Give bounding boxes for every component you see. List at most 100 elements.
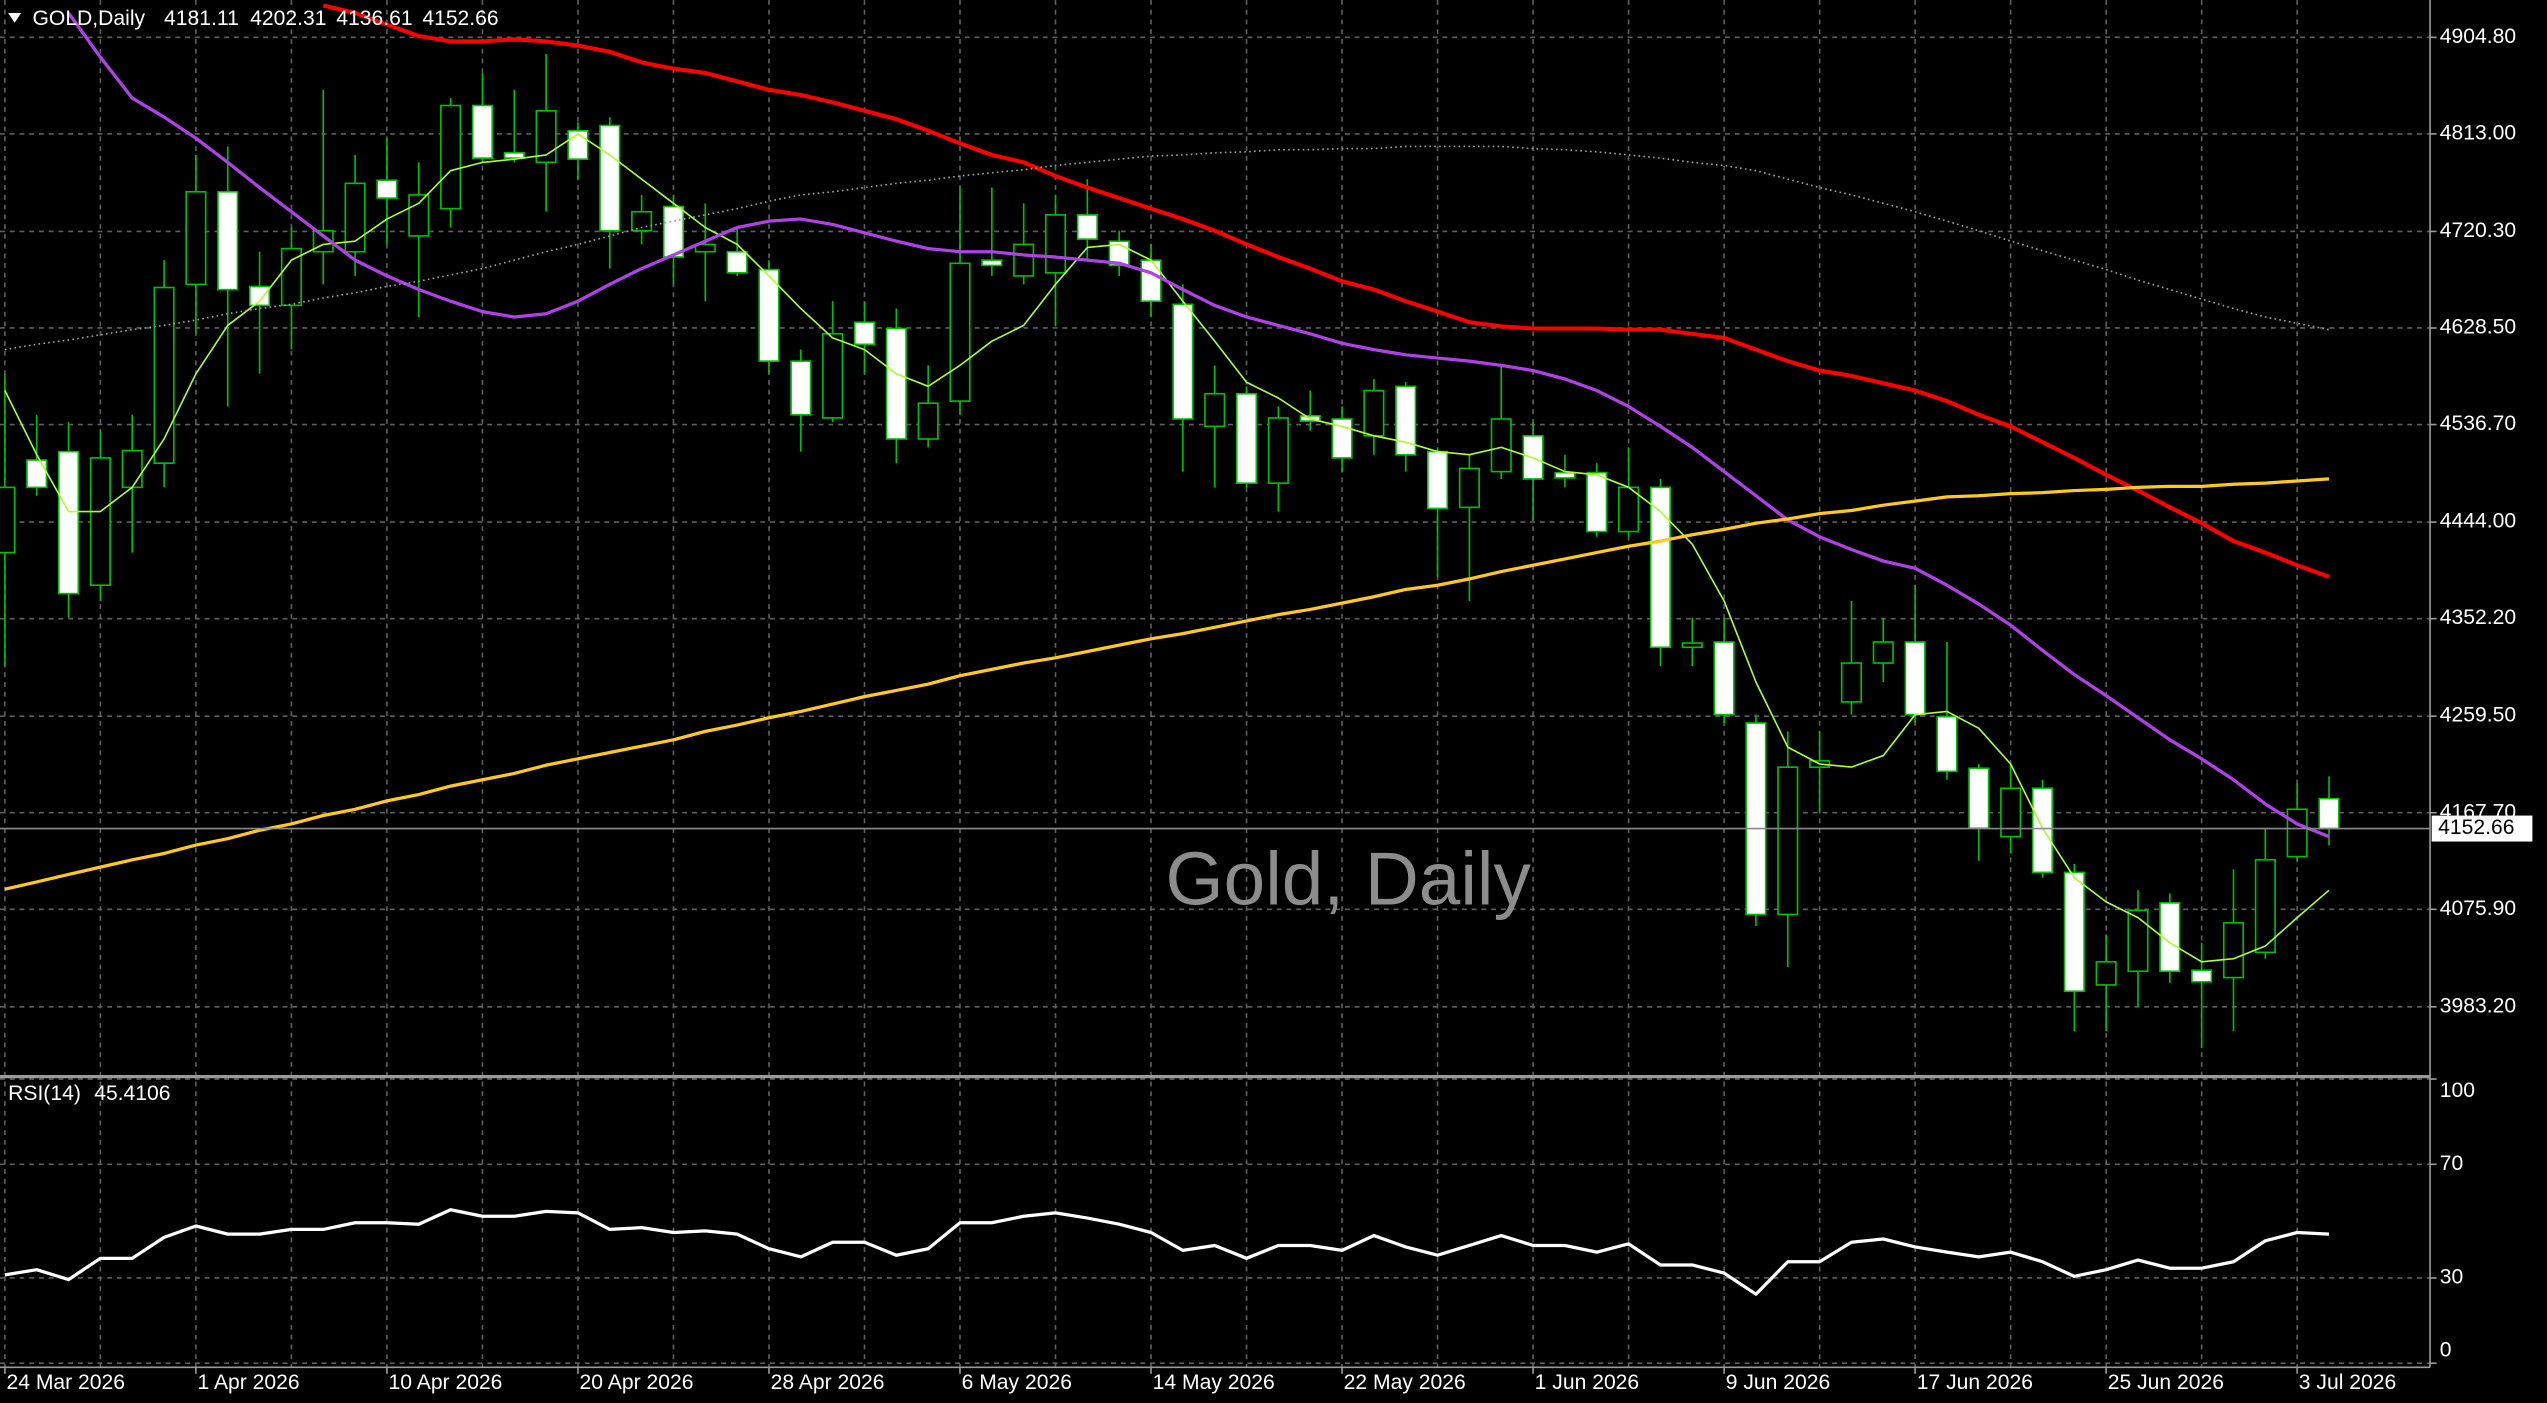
candle-body [2095,960,2117,986]
candle-body [2286,808,2308,858]
x-tick-label: 14 May 2026 [1153,1371,1275,1394]
candle-body [1904,641,1926,716]
candle-body [1968,767,1990,830]
x-tick-label: 20 Apr 2026 [580,1371,694,1394]
candle-body [2031,787,2054,874]
current-price-label: 4152.66 [2438,816,2514,839]
candle-body [1140,259,1162,302]
current-price-box [2431,815,2533,842]
candle-body [822,332,844,419]
candle-body [535,109,557,164]
y-tick-label: 100 [2440,1079,2475,1102]
candle-body [1840,662,1863,703]
x-tick-label: 24 Mar 2026 [6,1371,125,1394]
candle-body [853,321,876,346]
y-tick-label: 4813.00 [2440,121,2516,144]
symbol-menu-arrow[interactable] [8,12,22,23]
x-tick-label: 10 Apr 2026 [389,1371,503,1394]
x-tick-label: 28 Apr 2026 [771,1371,885,1394]
candle-body [1681,642,1703,649]
y-tick-label: 0 [2440,1339,2452,1362]
candle-body [1427,450,1449,510]
y-tick-label: 70 [2440,1152,2463,1175]
moving-average-line [4,477,2330,891]
candle-body [949,262,971,402]
candle-body [1172,303,1194,420]
candle-body [2254,858,2276,954]
candle-body [1649,486,1671,649]
candle-body [217,190,239,291]
candle-body [981,259,1003,267]
candle-body [280,247,302,307]
candle-body [1872,641,1894,664]
moving-average-line [67,12,2330,839]
high-value: 4202.31 [250,7,326,30]
candle-body [1076,214,1098,240]
candle-body [471,104,493,159]
candle-body [2191,969,2213,983]
y-tick-label: 4075.90 [2440,897,2516,920]
candle-body [1363,389,1385,437]
rsi-title: RSI(14) [8,1082,81,1105]
candle-body [1618,486,1640,533]
moving-averages [0,3,2431,963]
candles [0,53,2340,1049]
moving-average-line [322,3,2330,579]
open-value: 4181.11 [164,7,239,30]
y-tick-label: 3983.20 [2440,994,2516,1017]
axes: 4904.80 4813.00 4720.30 4628.50 4536.70 4444.… [4,25,2533,1394]
candle-body [1204,392,1226,428]
candle-body [599,124,621,232]
candle-body [89,457,111,587]
candle-body [57,450,80,595]
candle-body [503,152,525,159]
y-tick-label: 30 [2440,1266,2463,1289]
candle-body [1235,392,1258,484]
candle-body [1458,467,1480,509]
x-tick-label: 9 Jun 2026 [1726,1371,1830,1394]
rsi-pane [4,1208,2330,1296]
candle-body [1777,766,1799,916]
candle-body [885,327,907,440]
y-tick-label: 4628.50 [2440,316,2516,339]
candle-body [790,360,812,416]
y-tick-label: 4352.20 [2440,606,2516,629]
candle-body [344,182,366,253]
candle-body [249,285,271,307]
candle-body [2222,922,2245,979]
y-tick-label: 4536.70 [2440,412,2516,435]
low-value: 4136.61 [336,7,412,30]
candle-body [2000,787,2022,838]
candle-body [408,194,430,237]
x-tick-label: 3 Jul 2026 [2299,1371,2396,1394]
candle-body [662,205,685,258]
candle-body [376,179,398,199]
candle-body [726,250,748,274]
candle-body [2063,871,2085,993]
close-value: 4152.66 [422,7,498,30]
candle-body [1745,722,1767,916]
candle-body [1395,385,1417,456]
candle-body [185,190,207,286]
x-tick-label: 17 Jun 2026 [1917,1371,2033,1394]
chart-title: GOLD,Daily [32,7,145,30]
x-tick-label: 1 Jun 2026 [1535,1371,1639,1394]
candle-body [1554,471,1576,479]
candle-body [2127,909,2149,973]
x-tick-label: 22 May 2026 [1344,1371,1466,1394]
candle-body [1044,214,1067,274]
candle-body [2159,902,2181,973]
candle-body [1013,243,1035,277]
candle-body [694,243,716,253]
y-tick-label: 4444.00 [2440,510,2516,533]
watermark: Gold, Daily [1166,837,1532,921]
rsi-value: 45.4106 [94,1082,170,1105]
candle-body [1713,641,1735,716]
moving-average-line [4,145,2330,351]
candle-body [758,268,780,362]
candle-body [1490,418,1512,473]
candle-body [1586,471,1608,533]
